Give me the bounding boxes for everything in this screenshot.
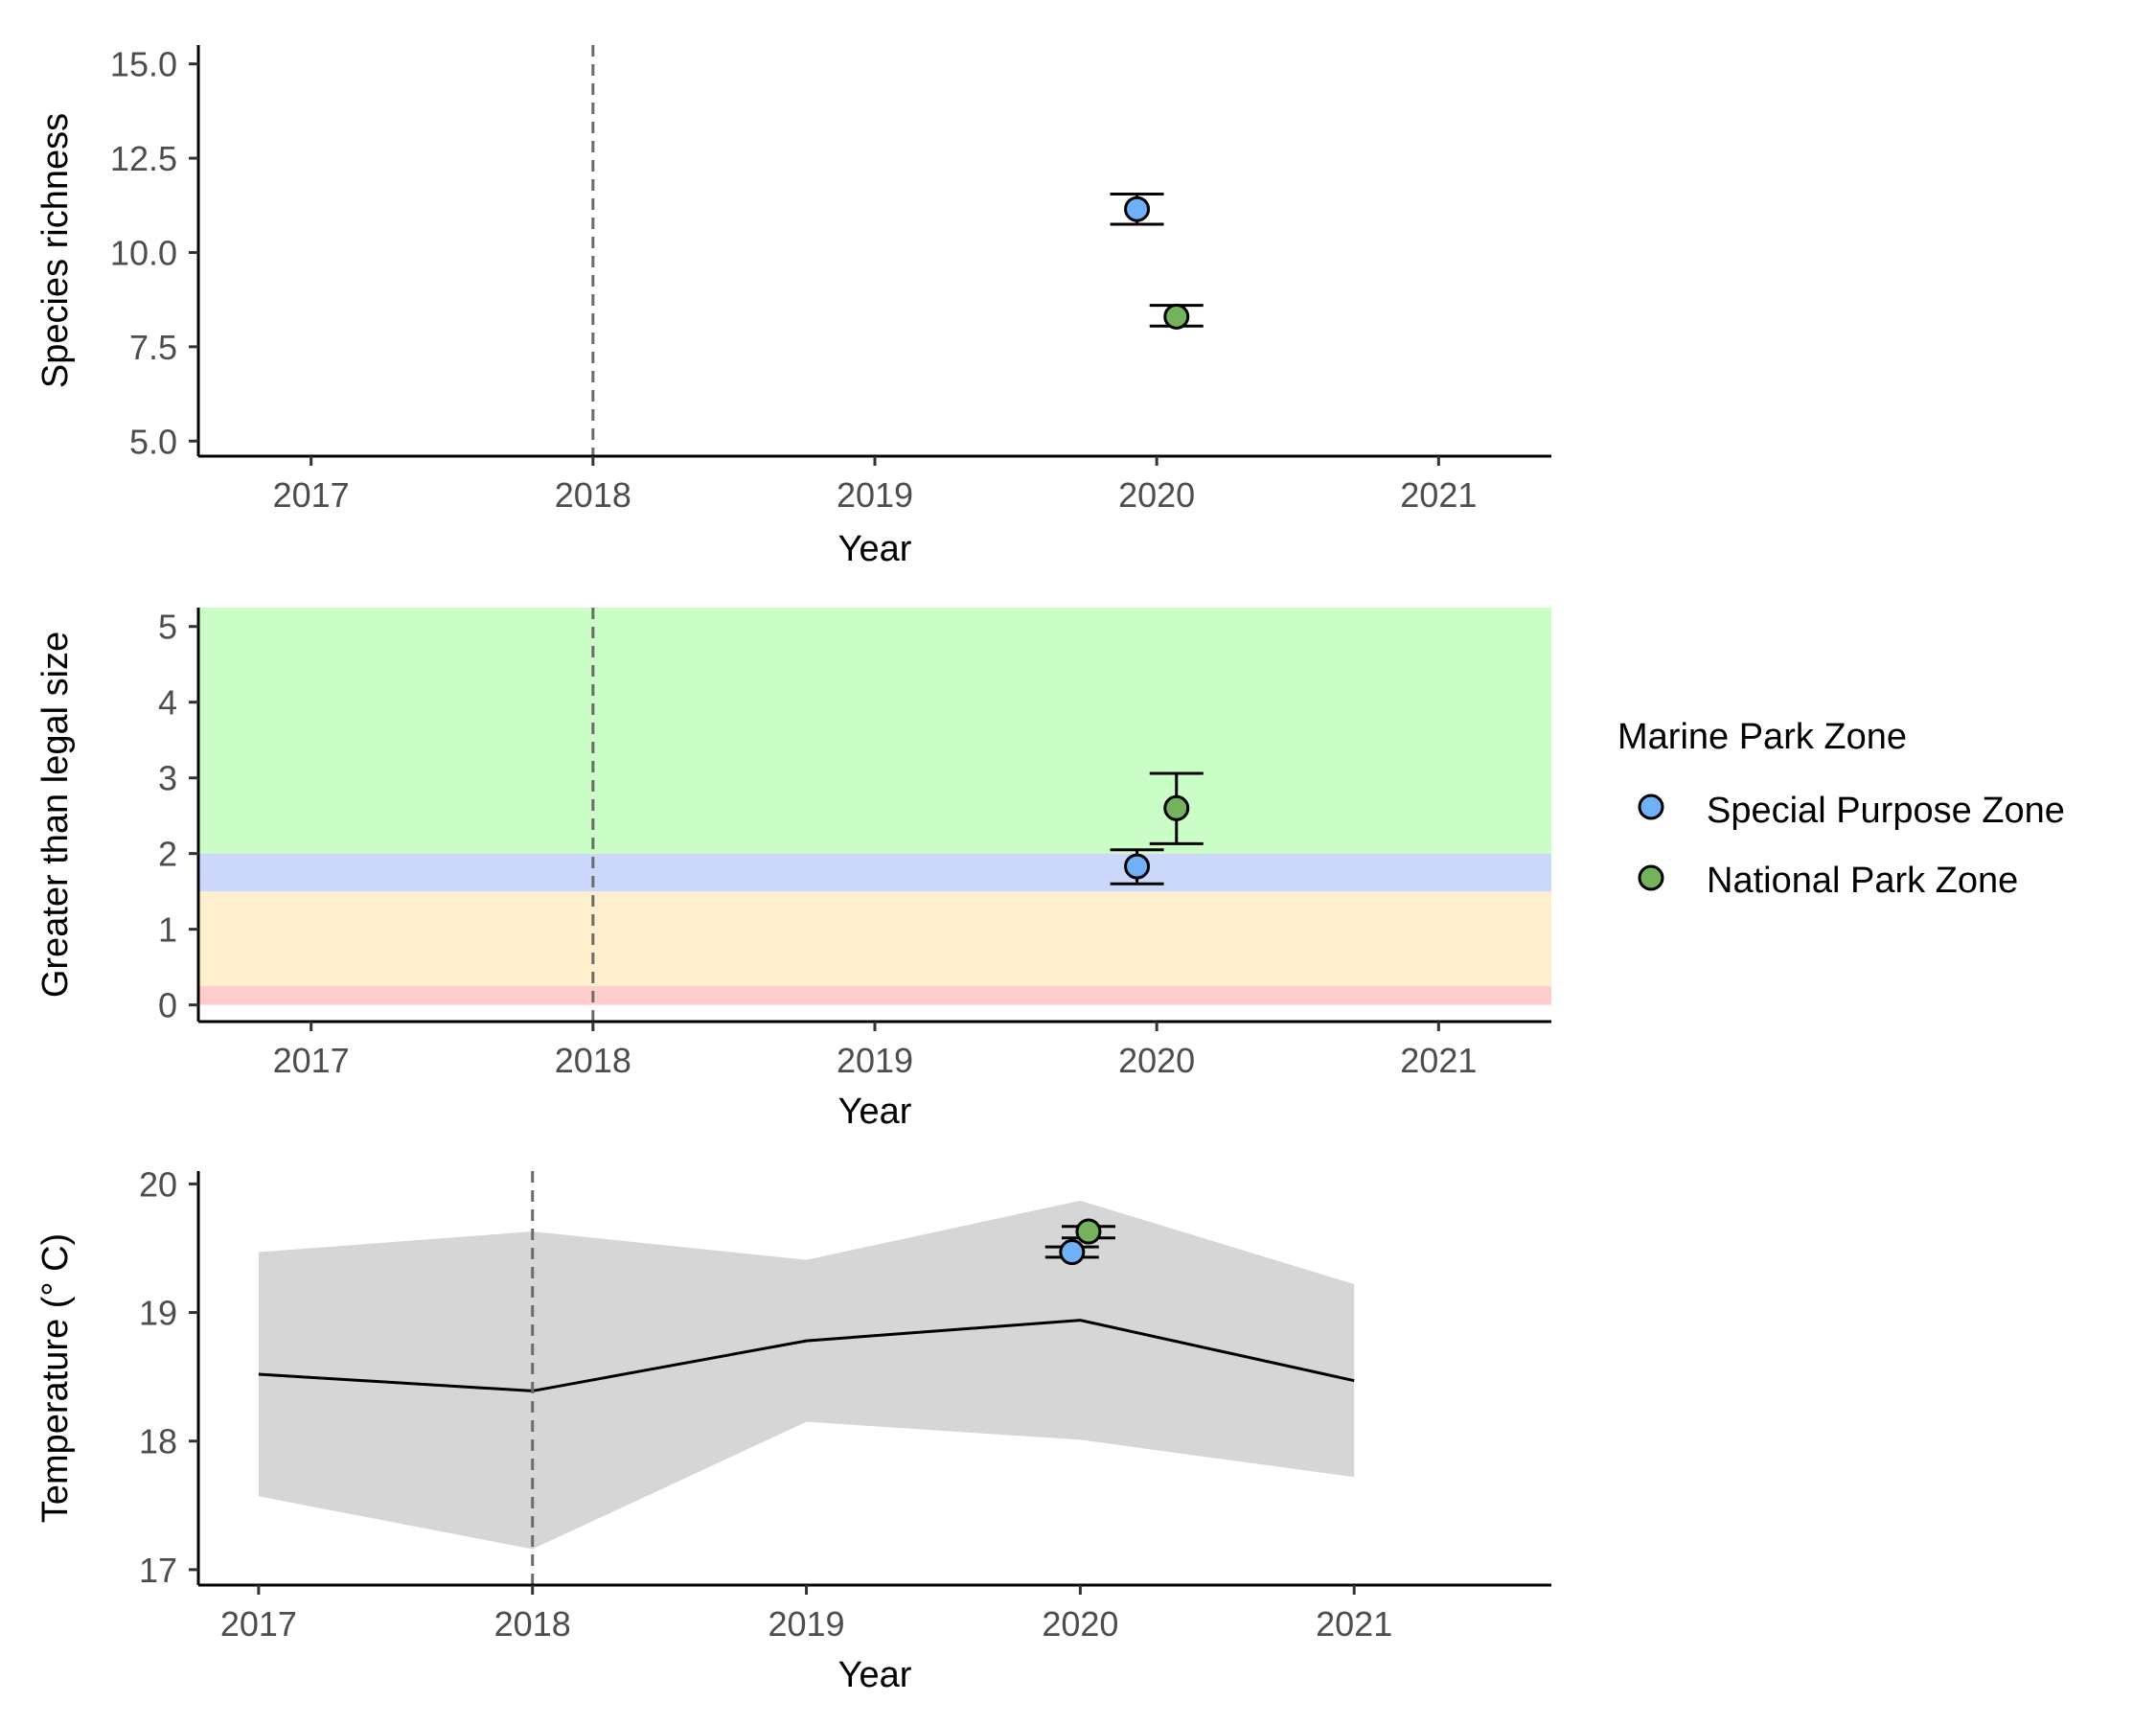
y-tick-label: 10.0 (110, 233, 177, 272)
point-special-purpose-zone (1124, 853, 1151, 880)
y-tick-label: 5.0 (129, 422, 177, 461)
x-tick-label: 2020 (1118, 475, 1195, 515)
y-tick-label: 3 (158, 759, 177, 798)
y-tick-label: 7.5 (129, 328, 177, 367)
x-tick-label: 2018 (494, 1604, 571, 1644)
x-ticks: 2017 2018 2019 2020 2021 (220, 1585, 1392, 1644)
y-tick-label: 1 (158, 910, 177, 950)
x-axis-label: Year (838, 1092, 912, 1132)
confidence-ribbon-area (258, 1200, 1355, 1550)
y-axis-label: Species richness (35, 113, 76, 388)
y-tick-label: 0 (158, 986, 177, 1025)
x-tick-label: 2017 (273, 1041, 350, 1080)
y-tick-label: 12.5 (110, 139, 177, 178)
data-points (1044, 1218, 1115, 1266)
y-tick-label: 4 (158, 683, 177, 723)
legend-label-national-park-zone: National Park Zone (1707, 861, 2018, 901)
panel-species-richness: 5.07.510.012.515.0 2017 2018 2019 2020 2021 … (35, 45, 1551, 569)
y-axis-label: Temperature (° C) (35, 1233, 76, 1523)
panel-greater-than-legal-size: 0 1 2 3 4 5 2017 2018 2019 2020 2021 Year Greater… (35, 608, 1551, 1132)
background-band-1 (198, 891, 1551, 986)
y-tick-label: 19 (139, 1294, 177, 1333)
confidence-ribbon (258, 1200, 1355, 1550)
data-points (1110, 771, 1204, 886)
y-tick-label: 5 (158, 608, 177, 647)
y-tick-label: 17 (139, 1551, 177, 1590)
panel-temperature: 17 18 19 20 2017 2018 2019 2020 2021 Year Tempe… (35, 1164, 1551, 1695)
x-axis-label: Year (838, 1655, 912, 1695)
x-tick-label: 2017 (273, 475, 350, 515)
legend-key-national-park-zone (1638, 864, 1664, 891)
legend-key-special-purpose-zone (1638, 794, 1664, 820)
legend-item-special-purpose-zone: Special Purpose Zone (1638, 791, 2065, 831)
x-tick-label: 2019 (837, 475, 913, 515)
y-ticks: 17 18 19 20 (139, 1164, 198, 1590)
x-tick-label: 2017 (220, 1604, 297, 1644)
background-band-0 (198, 985, 1551, 1005)
y-tick-label: 15.0 (110, 45, 177, 84)
y-tick-label: 18 (139, 1422, 177, 1461)
x-tick-label: 2019 (768, 1604, 844, 1644)
legend: Marine Park Zone Special Purpose Zone Na… (1617, 717, 2065, 901)
x-tick-label: 2021 (1400, 1041, 1477, 1080)
background-band-3 (198, 608, 1551, 854)
background-bands (198, 608, 1551, 1005)
y-tick-label: 2 (158, 835, 177, 874)
x-tick-label: 2020 (1042, 1604, 1118, 1644)
data-points (1110, 192, 1204, 330)
x-tick-label: 2018 (555, 475, 631, 515)
point-national-park-zone (1075, 1218, 1102, 1245)
y-ticks: 0 1 2 3 4 5 (158, 608, 198, 1025)
x-tick-label: 2018 (555, 1041, 631, 1080)
x-ticks: 2017 2018 2019 2020 2021 (273, 456, 1477, 515)
point-national-park-zone (1163, 794, 1190, 821)
point-special-purpose-zone (1059, 1239, 1086, 1266)
point-national-park-zone (1163, 303, 1190, 330)
y-axis-label: Greater than legal size (35, 632, 76, 998)
background-band-2 (198, 853, 1551, 892)
x-tick-label: 2020 (1118, 1041, 1195, 1080)
x-tick-label: 2019 (837, 1041, 913, 1080)
y-ticks: 5.0 7.5 10.0 12.5 15.0 (110, 45, 198, 461)
legend-item-national-park-zone: National Park Zone (1638, 861, 2018, 901)
mean-temperature-line (258, 1319, 1355, 1392)
point-special-purpose-zone (1124, 196, 1151, 222)
x-tick-label: 2021 (1316, 1604, 1392, 1644)
x-tick-label: 2021 (1400, 475, 1477, 515)
legend-label-special-purpose-zone: Special Purpose Zone (1707, 791, 2065, 831)
x-axis-label: Year (838, 529, 912, 569)
x-ticks: 2017 2018 2019 2020 2021 (273, 1022, 1477, 1080)
y-tick-label: 20 (139, 1164, 177, 1204)
legend-title: Marine Park Zone (1617, 717, 1907, 757)
